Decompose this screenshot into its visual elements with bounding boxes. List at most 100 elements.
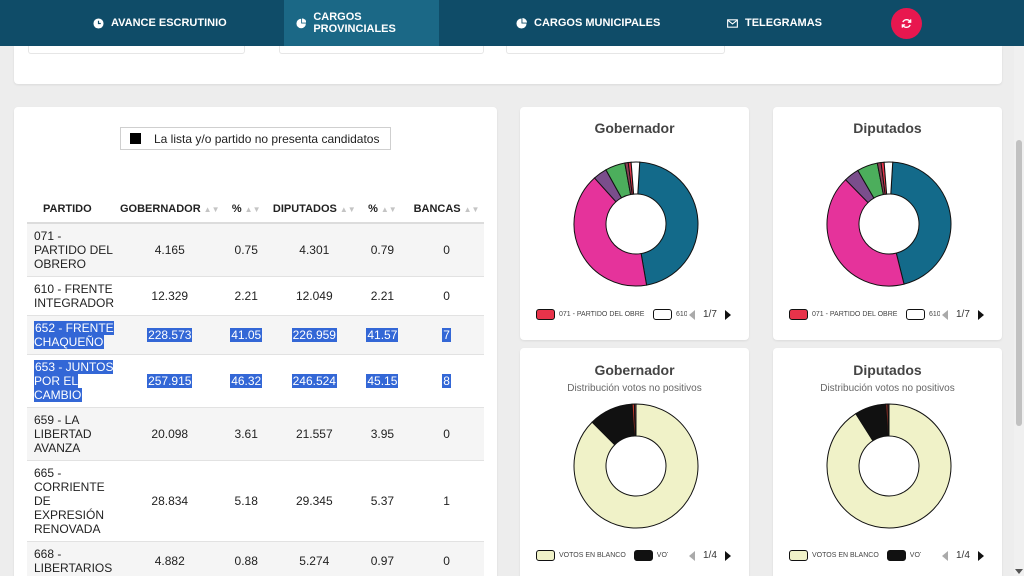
table-row[interactable]: 665 - CORRIENTE DE EXPRESIÓN RENOVADA 28.… bbox=[27, 460, 484, 542]
donut-chart[interactable] bbox=[573, 403, 699, 529]
chart-title: Gobernador bbox=[594, 362, 675, 378]
legend-page: 1/7 bbox=[956, 309, 970, 320]
chart-legend: VOTOS EN BLANCO VOTOS NULOS bbox=[536, 550, 668, 561]
nav-avance-escrutinio[interactable]: AVANCE ESCRUTINIO bbox=[93, 0, 227, 46]
col-header-gobernador[interactable]: GOBERNADOR ▲▼ bbox=[120, 195, 220, 224]
legend-swatch[interactable] bbox=[789, 550, 808, 561]
nav-cargos-provinciales[interactable]: CARGOS PROVINCIALES bbox=[284, 0, 439, 46]
donut-slice[interactable] bbox=[886, 403, 889, 437]
donut-slice[interactable] bbox=[573, 177, 647, 287]
chart-card-gobernador-no-positivos: Gobernador Distribución votos no positivo… bbox=[520, 348, 749, 576]
nav-label: CARGOS MUNICIPALES bbox=[534, 17, 661, 29]
legend-prev-icon[interactable] bbox=[689, 550, 695, 561]
table-row[interactable]: 071 - PARTIDO DEL OBRERO 4.165 0.75 4.301 0.… bbox=[27, 223, 484, 277]
donut-slice[interactable] bbox=[633, 403, 636, 437]
legend-next-icon[interactable] bbox=[724, 309, 731, 320]
donut-slice[interactable] bbox=[636, 161, 698, 286]
page-scrollbar[interactable] bbox=[1014, 46, 1024, 576]
donut-slice[interactable] bbox=[826, 403, 951, 529]
donut-slice[interactable] bbox=[826, 178, 905, 287]
legend-swatch[interactable] bbox=[886, 550, 906, 561]
legend-page: 1/4 bbox=[703, 550, 717, 561]
donut-slice[interactable] bbox=[883, 161, 893, 195]
sort-icon: ▲▼ bbox=[339, 204, 356, 214]
results-table-card: La lista y/o partido no presenta candida… bbox=[14, 107, 497, 576]
table-row[interactable]: 653 - JUNTOS POR EL CAMBIO 257.915 46.32 24… bbox=[27, 354, 484, 408]
cell-diputados: 29.345 bbox=[272, 460, 356, 542]
donut-chart[interactable] bbox=[826, 403, 952, 529]
table-row[interactable]: 652 - FRENTE CHAQUEÑO 228.573 41.05 226.959… bbox=[27, 315, 484, 355]
cell-gobernador: 228.573 bbox=[120, 315, 220, 355]
cell-gob-pct: 0.75 bbox=[219, 223, 273, 277]
cell-dip-pct: 3.95 bbox=[355, 407, 410, 461]
legend-next-icon[interactable] bbox=[977, 550, 984, 561]
legend-prev-icon[interactable] bbox=[942, 550, 948, 561]
chart-subtitle: Distribución votos no positivos bbox=[567, 383, 702, 394]
legend-swatch[interactable] bbox=[633, 550, 653, 561]
legend-swatch bbox=[130, 133, 141, 144]
cell-diputados: 5.274 bbox=[272, 541, 356, 576]
donut-slice[interactable] bbox=[630, 161, 640, 195]
legend-label[interactable]: VOTOS EN BLANCO bbox=[559, 552, 626, 559]
legend-label[interactable]: VOTOS NULOS bbox=[656, 552, 668, 559]
cell-gobernador: 4.882 bbox=[120, 541, 220, 576]
legend-prev-icon[interactable] bbox=[942, 309, 948, 320]
cell-diputados: 226.959 bbox=[272, 315, 356, 355]
legend-swatch[interactable] bbox=[653, 309, 672, 320]
table-row[interactable]: 659 - LA LIBERTAD AVANZA 20.098 3.61 21.557… bbox=[27, 407, 484, 461]
legend-label[interactable]: 071 - PARTIDO DEL OBRERO bbox=[812, 311, 898, 318]
donut-slice[interactable] bbox=[573, 403, 698, 529]
nav-telegramas[interactable]: TELEGRAMAS bbox=[727, 0, 822, 46]
sort-icon: ▲▼ bbox=[380, 204, 397, 214]
legend-label[interactable]: 610 bbox=[676, 311, 687, 318]
col-header-diputados[interactable]: DIPUTADOS ▲▼ bbox=[272, 195, 356, 224]
chart-card-diputados: Diputados 071 - PARTIDO DEL OBRERO 610 1/7 bbox=[773, 107, 1002, 340]
donut-chart[interactable] bbox=[826, 161, 952, 287]
cell-gobernador: 20.098 bbox=[120, 407, 220, 461]
legend-pager: 1/7 bbox=[942, 309, 984, 320]
cell-dip-pct: 45.15 bbox=[355, 354, 410, 408]
legend-label[interactable]: 071 - PARTIDO DEL OBRERO bbox=[559, 311, 645, 318]
table-row[interactable]: 610 - FRENTE INTEGRADOR 12.329 2.21 12.049 2… bbox=[27, 276, 484, 316]
refresh-icon bbox=[901, 18, 912, 29]
scroll-down-icon[interactable] bbox=[1015, 569, 1023, 574]
legend-label[interactable]: VOTOS NULOS bbox=[909, 552, 921, 559]
sort-icon: ▲▼ bbox=[244, 204, 261, 214]
legend-pager: 1/7 bbox=[689, 309, 731, 320]
table-row[interactable]: 668 - LIBERTARIOS 4.882 0.88 5.274 0.97 0 bbox=[27, 541, 484, 576]
summary-box bbox=[506, 46, 725, 54]
cell-bancas: 0 bbox=[409, 223, 484, 277]
cell-dip-pct: 2.21 bbox=[355, 276, 410, 316]
summary-box bbox=[279, 46, 484, 54]
scrollbar-thumb[interactable] bbox=[1016, 140, 1022, 426]
sort-icon: ▲▼ bbox=[203, 204, 220, 214]
cell-partido: 665 - CORRIENTE DE EXPRESIÓN RENOVADA bbox=[27, 460, 120, 542]
legend-next-icon[interactable] bbox=[977, 309, 984, 320]
legend-swatch[interactable] bbox=[536, 309, 555, 320]
cell-dip-pct: 41.57 bbox=[355, 315, 410, 355]
col-header-dip-pct[interactable]: % ▲▼ bbox=[355, 195, 410, 224]
cell-partido: 652 - FRENTE CHAQUEÑO bbox=[27, 315, 120, 355]
col-header-gob-pct[interactable]: % ▲▼ bbox=[219, 195, 273, 224]
nav-cargos-municipales[interactable]: CARGOS MUNICIPALES bbox=[516, 0, 660, 46]
cell-gob-pct: 5.18 bbox=[219, 460, 273, 542]
legend-swatch[interactable] bbox=[789, 309, 808, 320]
cell-dip-pct: 5.37 bbox=[355, 460, 410, 542]
summary-box bbox=[28, 46, 245, 54]
pie-chart-icon bbox=[296, 17, 307, 28]
col-header-bancas[interactable]: BANCAS ▲▼ bbox=[409, 195, 484, 224]
refresh-button[interactable] bbox=[891, 8, 922, 39]
col-header-partido[interactable]: PARTIDO bbox=[27, 195, 120, 224]
donut-chart[interactable] bbox=[573, 161, 699, 287]
legend-label[interactable]: 610 bbox=[929, 311, 940, 318]
legend-prev-icon[interactable] bbox=[689, 309, 695, 320]
cell-partido: 659 - LA LIBERTAD AVANZA bbox=[27, 407, 120, 461]
cell-bancas: 0 bbox=[409, 541, 484, 576]
legend-swatch[interactable] bbox=[536, 550, 555, 561]
legend-next-icon[interactable] bbox=[724, 550, 731, 561]
legend-label[interactable]: VOTOS EN BLANCO bbox=[812, 552, 879, 559]
legend-swatch[interactable] bbox=[906, 309, 925, 320]
cell-gobernador: 12.329 bbox=[120, 276, 220, 316]
donut-slice[interactable] bbox=[889, 161, 951, 285]
cell-gob-pct: 0.88 bbox=[219, 541, 273, 576]
